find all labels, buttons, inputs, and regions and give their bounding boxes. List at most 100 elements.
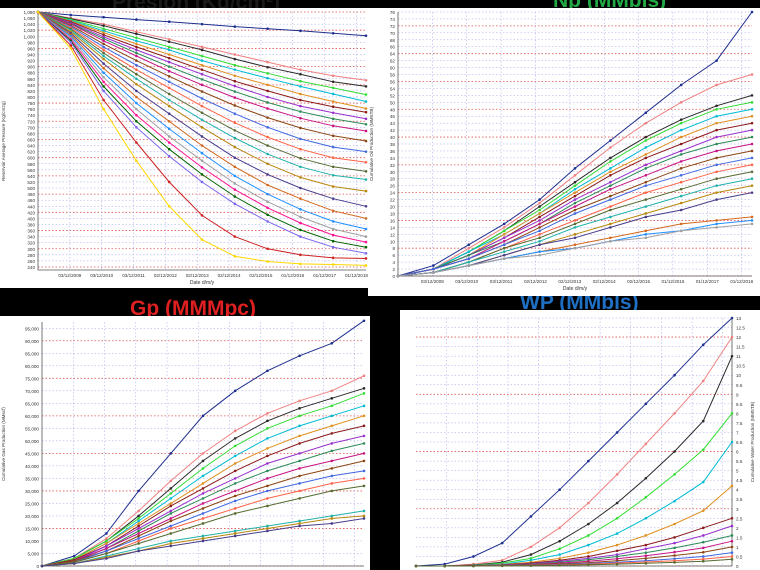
y-tick-label: 1,000 xyxy=(24,34,36,39)
data-point xyxy=(644,153,648,156)
data-point xyxy=(715,170,718,174)
series-17 xyxy=(40,517,366,568)
wp-chart-title: WP (MMbls) xyxy=(520,291,639,314)
data-point xyxy=(443,564,447,568)
data-point xyxy=(502,243,506,247)
data-point xyxy=(730,412,734,415)
data-point xyxy=(201,459,205,463)
data-point xyxy=(233,534,237,538)
data-point xyxy=(644,121,648,125)
data-point xyxy=(587,522,590,526)
data-point xyxy=(538,205,541,208)
data-point xyxy=(201,517,205,520)
data-point xyxy=(750,107,754,111)
data-point xyxy=(362,442,366,445)
data-point xyxy=(573,246,577,250)
data-point xyxy=(573,226,577,229)
data-point xyxy=(609,167,612,170)
series-14 xyxy=(40,484,366,568)
y-tick-label: 80,000 xyxy=(25,364,39,369)
y-tick-label: 3.5 xyxy=(736,497,743,502)
y-tick-label: 0.5 xyxy=(736,554,743,559)
data-point xyxy=(331,100,335,103)
data-point xyxy=(167,45,171,49)
y-tick-label: 12.5 xyxy=(736,326,745,331)
data-point xyxy=(715,128,718,132)
data-point xyxy=(266,220,269,223)
data-point xyxy=(750,149,754,153)
data-point xyxy=(266,412,269,415)
data-point xyxy=(266,60,269,64)
series-8 xyxy=(36,10,368,121)
data-point xyxy=(362,452,366,455)
data-point xyxy=(299,72,302,76)
data-point xyxy=(299,228,302,232)
data-point xyxy=(169,532,173,535)
data-point xyxy=(364,117,368,121)
data-point xyxy=(135,126,138,129)
y-tick-label: 4 xyxy=(392,260,395,265)
series-9 xyxy=(36,10,368,126)
data-point xyxy=(105,552,108,555)
data-point xyxy=(105,532,108,535)
y-tick-label: 380 xyxy=(27,222,35,227)
data-point xyxy=(587,459,590,463)
data-point xyxy=(137,527,140,530)
data-point xyxy=(573,187,577,191)
data-point xyxy=(558,557,561,560)
data-point xyxy=(102,66,105,70)
data-point xyxy=(362,517,366,520)
data-point xyxy=(298,489,301,493)
data-point xyxy=(573,208,577,212)
data-point xyxy=(673,554,676,557)
data-point xyxy=(102,33,105,37)
data-point xyxy=(266,173,269,176)
data-point xyxy=(573,191,577,194)
data-point xyxy=(200,72,204,76)
data-point xyxy=(102,27,105,30)
data-point xyxy=(233,489,237,493)
y-tick-label: 1,020 xyxy=(24,28,36,33)
data-point xyxy=(331,197,335,200)
data-point xyxy=(299,262,302,266)
data-point xyxy=(233,437,237,440)
data-point xyxy=(432,264,435,267)
data-point xyxy=(730,551,734,554)
data-point xyxy=(298,467,301,470)
data-point xyxy=(40,564,44,568)
series-line xyxy=(416,441,733,567)
data-point xyxy=(135,45,138,49)
y-tick-label: 44 xyxy=(390,121,396,126)
data-point xyxy=(500,541,504,545)
data-point xyxy=(330,459,334,463)
y-tick-label: 2.5 xyxy=(736,516,743,521)
series-5 xyxy=(40,404,366,568)
x-tick-label: 01/12/2016 xyxy=(281,273,304,278)
data-point xyxy=(615,473,619,476)
series-1 xyxy=(40,319,366,568)
data-point xyxy=(266,497,269,500)
data-point xyxy=(701,419,705,423)
data-point xyxy=(472,555,475,558)
data-point xyxy=(72,562,76,565)
data-point xyxy=(701,526,705,530)
data-point xyxy=(200,238,204,241)
np-chart-panel: 0 2 4 6 8 10 12 14 16 18 20 22 24 26 28 30 32 34 36 38 40 42 4… xyxy=(368,8,760,296)
data-point xyxy=(169,502,173,505)
data-point xyxy=(609,156,612,160)
data-point xyxy=(679,121,683,125)
data-point xyxy=(298,424,301,428)
data-point xyxy=(673,522,676,526)
data-point xyxy=(330,522,334,525)
data-point xyxy=(233,507,237,510)
data-point xyxy=(644,476,648,480)
y-tick-label: 940 xyxy=(27,52,35,57)
series-line xyxy=(416,558,733,567)
y-tick-label: 920 xyxy=(27,59,35,64)
data-point xyxy=(233,112,237,115)
x-tick-label: 03/12/2009 xyxy=(421,279,444,284)
data-point xyxy=(200,159,204,163)
data-point xyxy=(362,424,366,428)
data-point xyxy=(200,22,204,26)
series-19 xyxy=(36,10,368,231)
